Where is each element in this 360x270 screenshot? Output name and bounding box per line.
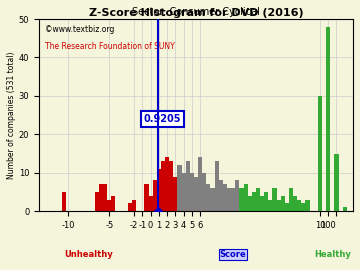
Title: Z-Score Histogram for DVD (2016): Z-Score Histogram for DVD (2016)	[89, 8, 303, 18]
Bar	[169, 161, 173, 211]
Bar	[281, 196, 285, 211]
Bar	[111, 196, 116, 211]
Bar	[190, 173, 194, 211]
Bar	[95, 192, 99, 211]
Bar	[202, 173, 206, 211]
Text: 0.9205: 0.9205	[144, 114, 181, 124]
Bar	[248, 196, 252, 211]
Bar	[326, 27, 330, 211]
Bar	[256, 188, 260, 211]
Text: Healthy: Healthy	[314, 250, 351, 259]
Bar	[301, 204, 306, 211]
Bar	[99, 184, 103, 211]
Bar	[235, 180, 239, 211]
Bar	[243, 184, 248, 211]
Bar	[186, 161, 190, 211]
Bar	[318, 96, 322, 211]
Bar	[276, 200, 281, 211]
Text: Sector: Consumer Cyclical: Sector: Consumer Cyclical	[132, 7, 260, 17]
Bar	[103, 184, 107, 211]
Bar	[273, 188, 276, 211]
Bar	[161, 161, 165, 211]
Bar	[181, 173, 186, 211]
Bar	[211, 188, 215, 211]
Bar	[293, 196, 297, 211]
Bar	[157, 169, 161, 211]
Text: Score: Score	[220, 250, 247, 259]
Bar	[239, 188, 243, 211]
Bar	[306, 200, 310, 211]
Bar	[128, 204, 132, 211]
Bar	[285, 204, 289, 211]
Bar	[194, 177, 198, 211]
Bar	[173, 177, 177, 211]
Text: The Research Foundation of SUNY: The Research Foundation of SUNY	[45, 42, 175, 51]
Bar	[165, 157, 169, 211]
Bar	[153, 180, 157, 211]
Bar	[215, 161, 219, 211]
Bar	[297, 200, 301, 211]
Bar	[132, 200, 136, 211]
Bar	[149, 196, 153, 211]
Bar	[264, 192, 268, 211]
Bar	[198, 157, 202, 211]
Bar	[260, 196, 264, 211]
Bar	[62, 192, 66, 211]
Bar	[334, 154, 338, 211]
Y-axis label: Number of companies (531 total): Number of companies (531 total)	[7, 51, 16, 179]
Bar	[219, 180, 223, 211]
Text: Unhealthy: Unhealthy	[64, 250, 113, 259]
Bar	[223, 184, 227, 211]
Bar	[343, 207, 347, 211]
Bar	[107, 200, 111, 211]
Bar	[289, 188, 293, 211]
Bar	[252, 192, 256, 211]
Bar	[206, 184, 211, 211]
Bar	[227, 188, 231, 211]
Bar	[268, 200, 273, 211]
Bar	[144, 184, 149, 211]
Text: ©www.textbiz.org: ©www.textbiz.org	[45, 25, 115, 34]
Bar	[177, 165, 181, 211]
Bar	[231, 188, 235, 211]
